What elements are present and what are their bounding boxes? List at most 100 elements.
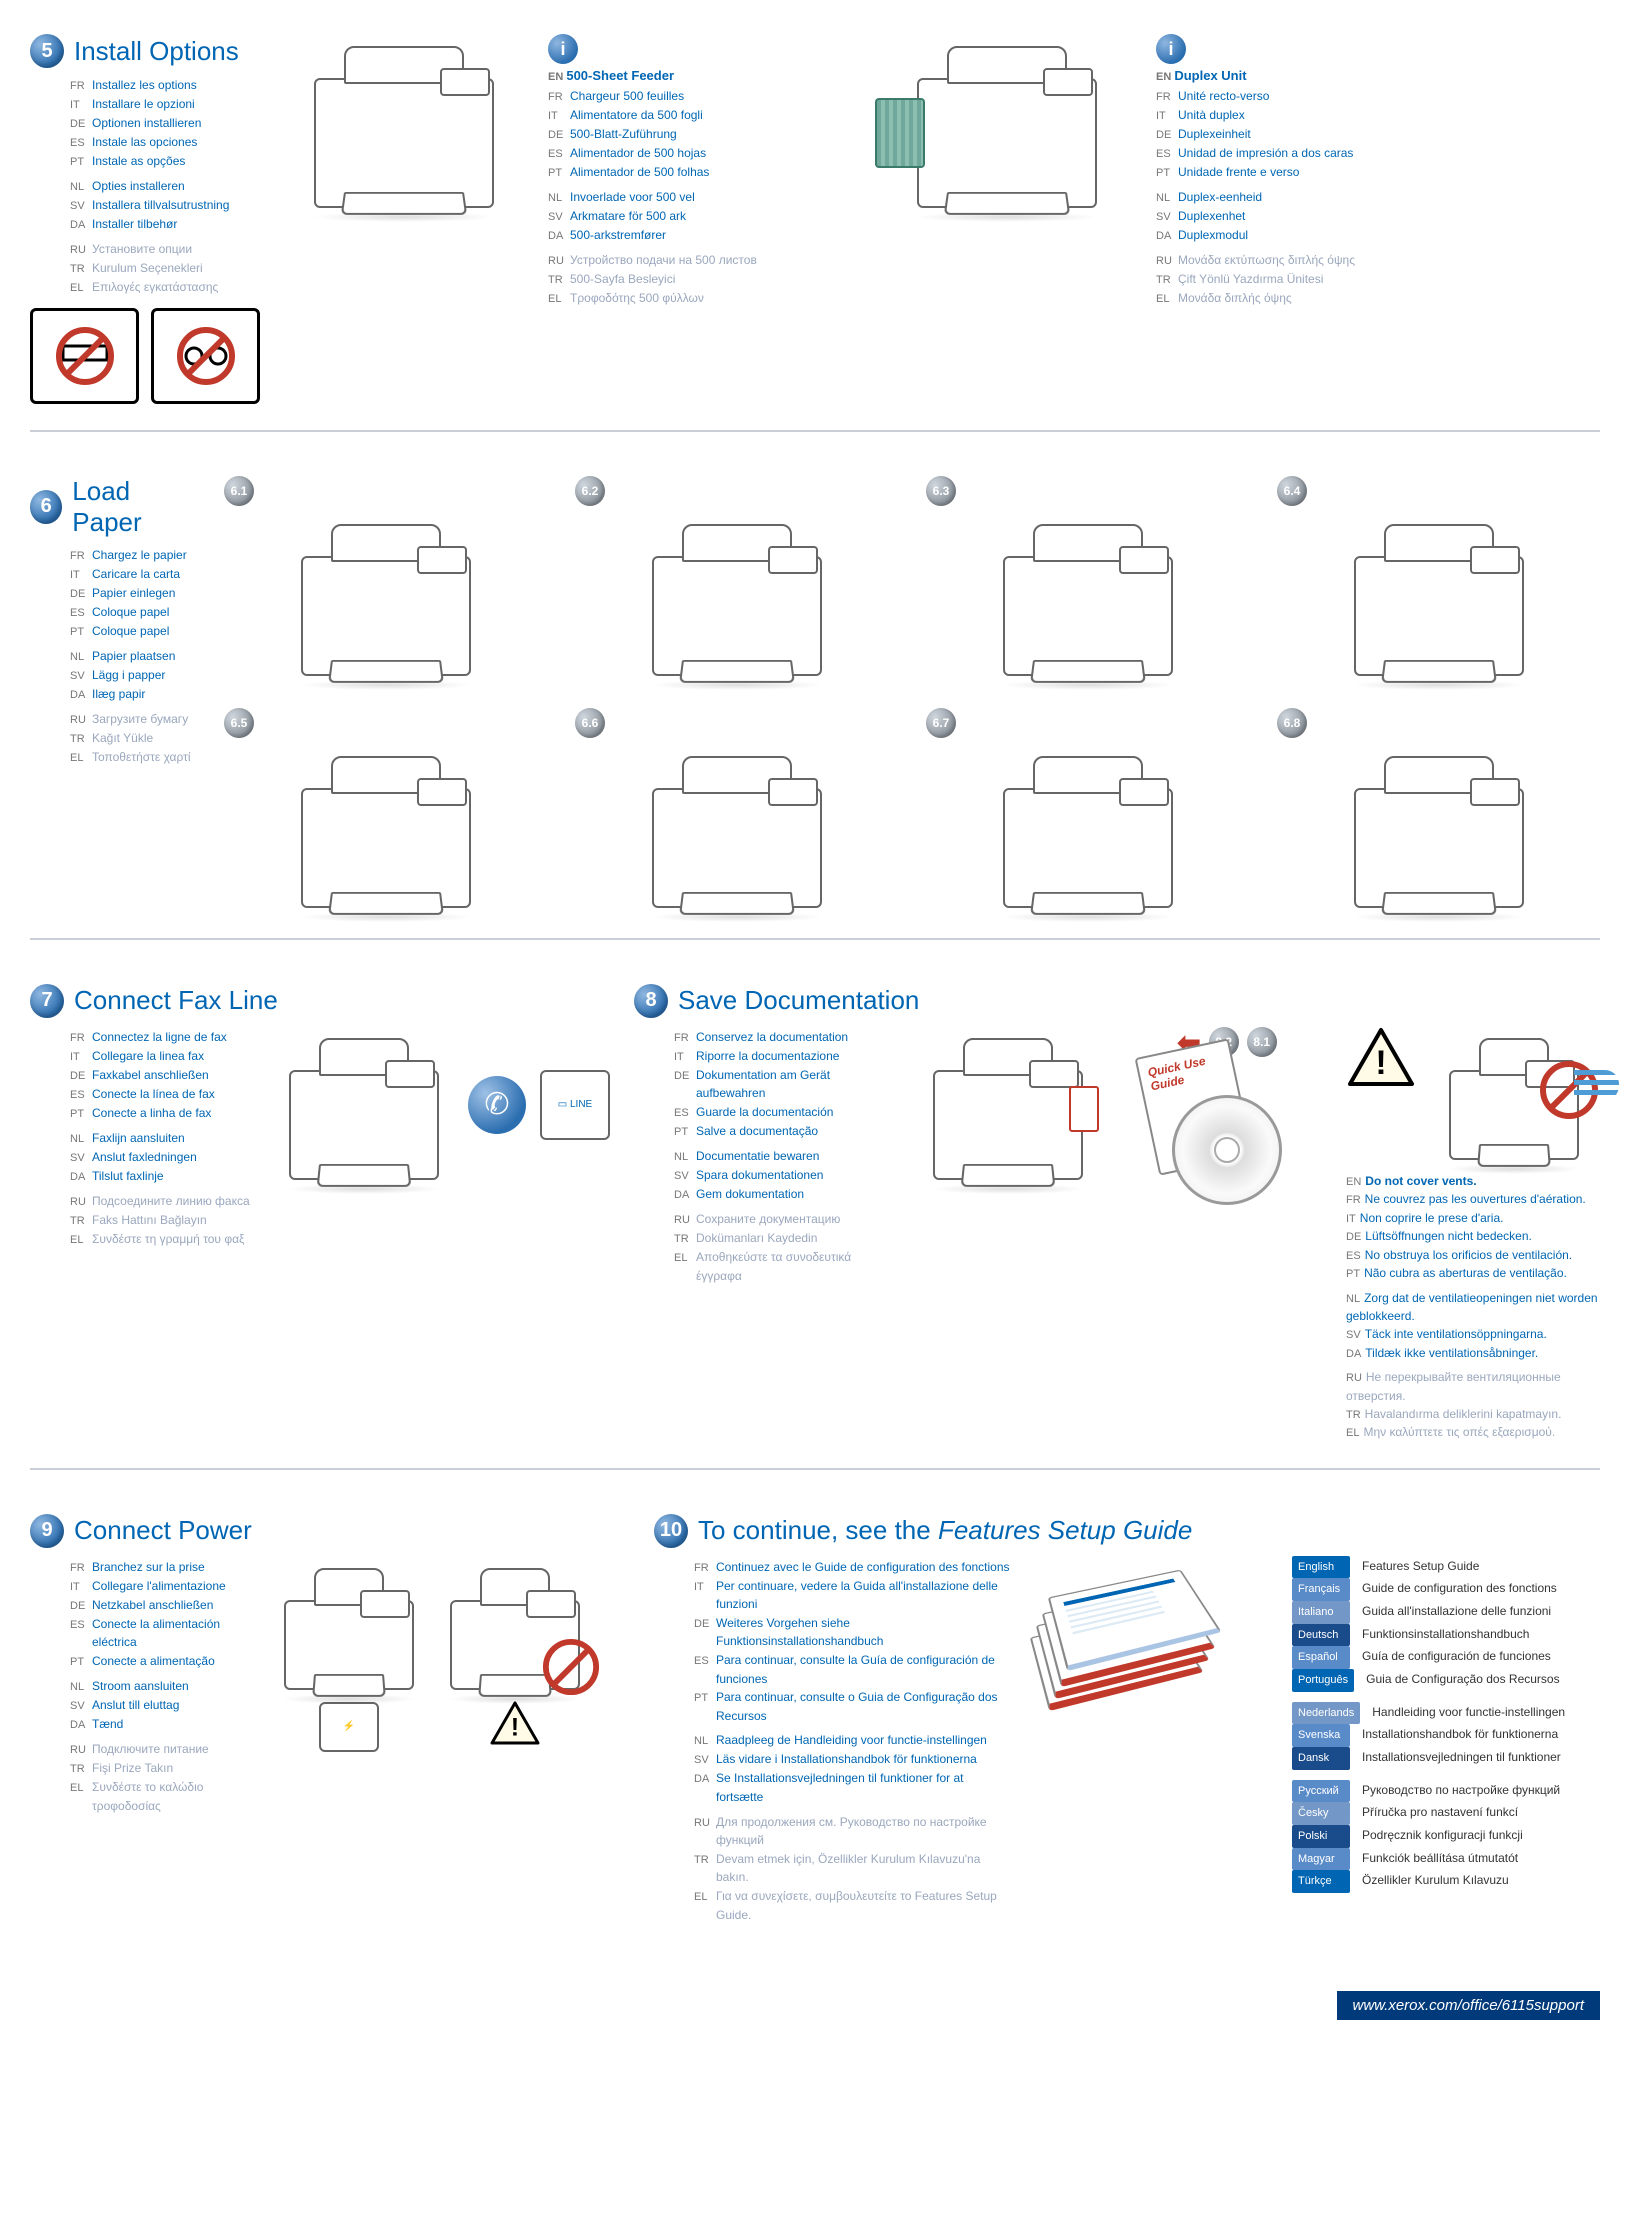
load-step-cell: 6.7 — [926, 708, 1249, 912]
outlet-icon: ⚡ — [319, 1702, 379, 1752]
lang-list-vents: FRNe couvrez pas les ouvertures d'aérati… — [1346, 1190, 1600, 1442]
lang-line: NLDuplex-eenheid — [1156, 188, 1600, 207]
feature-guide-line: PortuguêsGuia de Configuração dos Recurs… — [1292, 1669, 1600, 1692]
lang-line: ELΑποθηκεύστε τα συνοδευτικά έγγραφα — [674, 1248, 884, 1285]
prohibit-box-1 — [30, 308, 139, 404]
lang-line: ITCaricare la carta — [70, 565, 200, 584]
lang-line: RUДля продолжения см. Руководство по нас… — [694, 1813, 1014, 1850]
step-title-7: Connect Fax Line — [74, 985, 278, 1016]
lang-badge: Magyar — [1292, 1848, 1350, 1871]
step-title-10: To continue, see the Features Setup Guid… — [698, 1515, 1192, 1546]
lang-line: PTInstale as opções — [70, 152, 260, 171]
warning-icon — [489, 1700, 541, 1746]
load-step-cell: 6.3 — [926, 476, 1249, 680]
vents-warning: ENDo not cover vents. FRNe couvrez pas l… — [1346, 1026, 1600, 1442]
step-title-6: Load Paper — [72, 476, 200, 538]
lang-line: DELüftsöffnungen nicht bedecken. — [1346, 1227, 1600, 1246]
lang-line: NLRaadpleeg de Handleiding voor functie-… — [694, 1731, 1014, 1750]
printer-duplex-illustration — [882, 34, 1132, 212]
substep-badge: 6.4 — [1277, 476, 1307, 506]
feeder-title: 500-Sheet Feeder — [566, 68, 674, 83]
lang-line: PTPara continuar, consulte o Guia de Con… — [694, 1688, 1014, 1725]
feature-guide-line: TürkçeÖzellikler Kurulum Kılavuzu — [1292, 1870, 1600, 1893]
lang-list-duplex: FRUnité recto-versoITUnità duplexDEDuple… — [1156, 87, 1600, 309]
lang-line: TRFişi Prize Takın — [70, 1759, 250, 1778]
lang-line: PTUnidade frente e verso — [1156, 163, 1600, 182]
lang-badge: English — [1292, 1556, 1350, 1579]
lang-badge: Česky — [1292, 1802, 1350, 1825]
lang-line: ELΜην καλύπτετε τις οπές εξαερισμού. — [1346, 1423, 1600, 1442]
feature-guide-line: SvenskaInstallationshandbok för funktion… — [1292, 1724, 1600, 1747]
lang-line: PTNão cubra as aberturas de ventilação. — [1346, 1264, 1600, 1283]
duplex-title: Duplex Unit — [1174, 68, 1246, 83]
step-title-9: Connect Power — [74, 1515, 252, 1546]
lang-line: ITInstallare le opzioni — [70, 95, 260, 114]
divider — [30, 1468, 1600, 1504]
lang-line: DEPapier einlegen — [70, 584, 200, 603]
feature-guide-line: EnglishFeatures Setup Guide — [1292, 1556, 1600, 1579]
step-title-5: Install Options — [74, 36, 239, 67]
lang-line: RUСохраните документацию — [674, 1210, 884, 1229]
lang-line: DEOptionen installieren — [70, 114, 260, 133]
lang-line: NLDocumentatie bewaren — [674, 1147, 884, 1166]
step-number-6: 6 — [30, 490, 62, 524]
line-jack-icon: ▭ LINE — [540, 1070, 610, 1140]
section-power-continue: 9 Connect Power FRBranchez sur la priseI… — [30, 1504, 1600, 1961]
lang-line: ESConecte la alimentación eléctrica — [70, 1615, 250, 1652]
lang-line: DASe Installationsvejledningen til funkt… — [694, 1769, 1014, 1806]
lang-list-feeder: FRChargeur 500 feuillesITAlimentatore da… — [548, 87, 858, 309]
substep-badge: 6.5 — [224, 708, 254, 738]
step-number-8: 8 — [634, 984, 668, 1018]
lang-badge: Dansk — [1292, 1747, 1350, 1770]
lang-line: PTColoque papel — [70, 622, 200, 641]
substep-8-1: 8.1 — [1247, 1027, 1277, 1057]
step-7: 7 Connect Fax Line FRConnectez la ligne … — [30, 984, 610, 1260]
lang-line: ESPara continuar, consulte la Guía de co… — [694, 1651, 1014, 1688]
step-number-9: 9 — [30, 1514, 64, 1548]
lang-line: NLZorg dat de ventilatieopeningen niet w… — [1346, 1289, 1600, 1326]
prohibit-box-2 — [151, 308, 260, 404]
lang-line: ESColoque papel — [70, 603, 200, 622]
lang-line: PTConecte a alimentação — [70, 1652, 250, 1671]
step-8: 8 Save Documentation FRConservez la docu… — [634, 984, 1600, 1442]
lang-line: TR500-Sayfa Besleyici — [548, 270, 858, 289]
lang-line: DAGem dokumentation — [674, 1185, 884, 1204]
feature-guide-line: FrançaisGuide de configuration des fonct… — [1292, 1578, 1600, 1601]
substep-badge: 6.2 — [575, 476, 605, 506]
load-step-cell: 6.2 — [575, 476, 898, 680]
lang-line: TRÇift Yönlü Yazdırma Ünitesi — [1156, 270, 1600, 289]
lang-badge: Svenska — [1292, 1724, 1350, 1747]
lang-badge: Português — [1292, 1669, 1354, 1692]
lang-line: FRNe couvrez pas les ouvertures d'aérati… — [1346, 1190, 1600, 1209]
lang-line: NLFaxlijn aansluiten — [70, 1129, 250, 1148]
lang-list-fax: FRConnectez la ligne de faxITCollegare l… — [70, 1028, 250, 1250]
feature-guide-line: PolskiPodręcznik konfiguracji funkcji — [1292, 1825, 1600, 1848]
section-fax-docs: 7 Connect Fax Line FRConnectez la ligne … — [30, 974, 1600, 1468]
lang-line: FRChargeur 500 feuilles — [548, 87, 858, 106]
section-install-options: 5 Install Options FRInstallez les option… — [30, 24, 1600, 430]
footer: www.xerox.com/office/6115support — [30, 1990, 1600, 2020]
duplex-info: i EN Duplex Unit FRUnité recto-versoITUn… — [1156, 34, 1600, 319]
lang-line: ELΓια να συνεχίσετε, συμβουλευτείτε το F… — [694, 1887, 1014, 1924]
lang-line: ITAlimentatore da 500 fogli — [548, 106, 858, 125]
lang-line: ESInstale las opciones — [70, 133, 260, 152]
lang-line: RUУстановите опции — [70, 240, 260, 259]
lang-line: NLInvoerlade voor 500 vel — [548, 188, 858, 207]
quick-guide-cd: ⬅ 8.2 8.1 Quick Use Guide — [1132, 1026, 1322, 1205]
lang-line: RUПодсоедините линию факса — [70, 1192, 250, 1211]
lang-line: DAIlæg papir — [70, 685, 200, 704]
lang-line: FRInstallez les options — [70, 76, 260, 95]
lang-line: TRHavalandırma deliklerini kapatmayın. — [1346, 1405, 1600, 1424]
lang-list-load-paper: FRChargez le papierITCaricare la cartaDE… — [70, 546, 200, 768]
lang-badge: Español — [1292, 1646, 1350, 1669]
load-step-cell: 6.6 — [575, 708, 898, 912]
lang-line: SVArkmatare för 500 ark — [548, 207, 858, 226]
lang-line: ELΜονάδα διπλής όψης — [1156, 289, 1600, 308]
lang-list-install-options: FRInstallez les optionsITInstallare le o… — [70, 76, 260, 298]
load-step-cell: 6.1 — [224, 476, 547, 680]
lang-line: DAInstaller tilbehør — [70, 215, 260, 234]
lang-line: ITNon coprire le prese d'aria. — [1346, 1209, 1600, 1228]
lang-list-power: FRBranchez sur la priseITCollegare l'ali… — [70, 1558, 250, 1816]
substep-badge: 6.7 — [926, 708, 956, 738]
lang-line: DEDuplexeinheit — [1156, 125, 1600, 144]
